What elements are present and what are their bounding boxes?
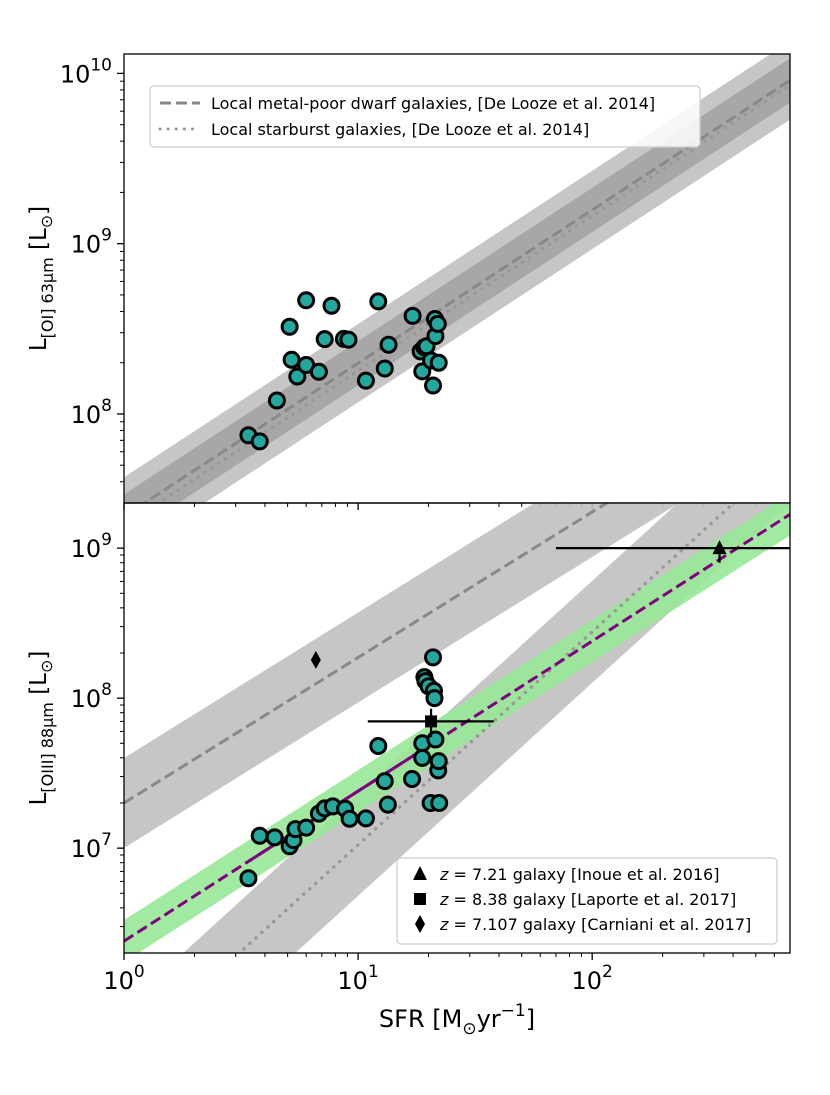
bottom-legend-box [396,857,778,945]
top-legend-label: Local metal-poor dwarf galaxies, [De Loo… [211,94,655,113]
bottom-data-point [239,869,258,888]
bottom-x-tick-label: 102 [571,962,612,995]
bottom-data-point [430,794,449,812]
bottom-y-axis-label: L[OIII] 88μm [L⊙] [26,651,57,806]
bottom-legend-marker-triangle [413,866,427,880]
top-data-point [280,317,299,336]
top-data-point [267,391,286,410]
top-data-point [322,296,341,315]
top-legend: Local metal-poor dwarf galaxies, [De Loo… [149,85,701,148]
bottom-legend: z = 7.21 galaxy [Inoue et al. 2016] z = 8… [396,857,778,945]
top-data-point [428,314,447,333]
top-data-point [369,292,388,311]
bottom-data-point [425,689,444,708]
top-data-point [403,306,422,325]
bottom-line-2 [124,513,790,943]
bottom-legend-label: z = 8.38 galaxy [Laporte et al. 2017] [439,890,736,909]
top-data-point [339,330,358,349]
top-y-tick-label: 108 [71,396,112,429]
bottom-legend-label: z = 7.107 galaxy [Carniani et al. 2017] [439,915,751,934]
top-y-tick-label: 1010 [60,55,112,88]
top-y-tick-label: 109 [71,226,112,259]
top-plot-area [124,54,790,503]
bottom-legend-marker-diamond [415,915,425,933]
bottom-data-point [429,752,448,771]
top-data-point [309,362,328,381]
bottom-highz-square [425,715,438,728]
top-data-point [356,371,375,390]
bottom-y-tick-label: 107 [71,830,112,863]
x-axis-label: SFR [M⊙yr−1] [379,1001,535,1039]
top-legend-label: Local starburst galaxies, [De Looze et a… [211,120,589,139]
top-data-point [288,367,307,386]
top-band-1 [124,58,790,503]
top-data-point [297,291,316,310]
bottom-data-point [340,809,359,828]
bottom-data-point [424,648,443,667]
bottom-legend-marker-square [414,893,426,905]
bottom-y-tick-label: 109 [71,530,112,563]
top-data-point [429,353,448,372]
bottom-data-point [369,736,388,755]
bottom-data-point [375,772,394,791]
bottom-plot-area [124,503,790,953]
bottom-data-point [356,809,375,828]
bottom-line-0 [124,503,610,805]
bottom-y-tick-label: 108 [71,680,112,713]
top-y-axis-label: L[OI] 63μm [L⊙] [26,206,57,351]
top-legend-box [149,85,701,148]
top-data-point [375,359,394,378]
top-data-point [424,376,443,395]
bottom-x-tick-label: 101 [337,962,378,995]
top-data-point [250,432,269,451]
bottom-frame [123,502,791,954]
top-line-1 [155,83,790,503]
bottom-band-0 [124,503,680,848]
bottom-highz-triangle [712,540,727,555]
bottom-data-point [250,826,269,845]
bottom-data-point [378,795,397,814]
bottom-legend-label: z = 7.21 galaxy [Inoue et al. 2016] [439,865,719,884]
bottom-highz-diamond [310,650,321,669]
bottom-data-point [265,828,284,847]
top-line-0 [141,79,790,503]
bottom-data-point [297,818,316,837]
top-data-point [315,330,334,349]
bottom-x-tick-label: 100 [103,962,144,995]
bottom-data-point [403,770,422,789]
top-data-point [282,350,301,369]
bottom-data-point [413,748,432,767]
top-data-point [379,335,398,354]
